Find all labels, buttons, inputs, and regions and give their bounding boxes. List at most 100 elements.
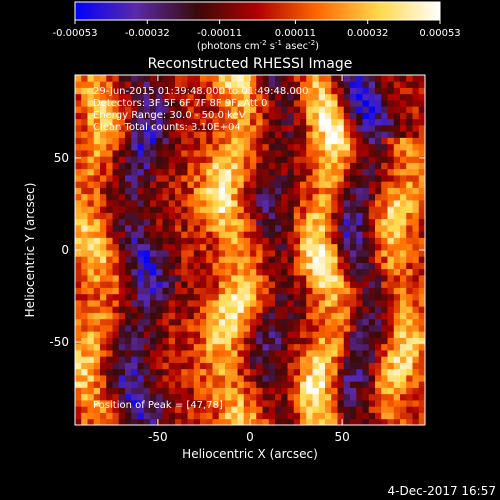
heatmap-cell bbox=[406, 156, 413, 163]
heatmap-cell bbox=[231, 250, 238, 257]
heatmap-cell bbox=[337, 300, 345, 307]
heatmap-cell bbox=[168, 106, 176, 113]
heatmap-cell bbox=[168, 206, 176, 213]
heatmap-cell bbox=[381, 162, 388, 170]
heatmap-cell bbox=[200, 75, 207, 82]
heatmap-cell bbox=[418, 356, 425, 363]
heatmap-cell bbox=[406, 131, 413, 138]
heatmap-cell bbox=[293, 75, 301, 82]
heatmap-cell bbox=[418, 137, 425, 145]
heatmap-cell bbox=[225, 281, 232, 288]
heatmap-cell bbox=[412, 281, 420, 288]
heatmap-cell bbox=[325, 156, 332, 163]
heatmap-cell bbox=[287, 275, 295, 282]
heatmap-cell bbox=[256, 412, 263, 420]
heatmap-cell bbox=[256, 231, 263, 238]
heatmap-cell bbox=[306, 193, 313, 201]
heatmap-cell bbox=[137, 106, 145, 113]
heatmap-cell bbox=[343, 331, 351, 338]
heatmap-cell bbox=[143, 350, 151, 357]
heatmap-cell bbox=[356, 212, 363, 220]
heatmap-cell bbox=[237, 256, 245, 263]
heatmap-cell bbox=[256, 87, 263, 95]
heatmap-cell bbox=[106, 225, 113, 232]
heatmap-cell bbox=[218, 275, 226, 282]
heatmap-cell bbox=[93, 156, 101, 163]
heatmap-cell bbox=[200, 318, 207, 326]
heatmap-cell bbox=[93, 75, 101, 82]
heatmap-cell bbox=[381, 343, 388, 351]
heatmap-cell bbox=[325, 100, 332, 107]
heatmap-cell bbox=[337, 243, 345, 251]
heatmap-cell bbox=[225, 206, 232, 213]
heatmap-cell bbox=[406, 187, 413, 195]
heatmap-cell bbox=[256, 212, 263, 220]
heatmap-cell bbox=[275, 418, 282, 425]
heatmap-cell bbox=[200, 325, 207, 332]
heatmap-cell bbox=[262, 375, 270, 382]
heatmap-cell bbox=[168, 218, 176, 226]
heatmap-cell bbox=[87, 181, 95, 188]
heatmap-cell bbox=[218, 243, 226, 251]
heatmap-cell bbox=[287, 125, 295, 132]
heatmap-cell bbox=[393, 306, 401, 313]
heatmap-cell bbox=[150, 318, 157, 326]
heatmap-cell bbox=[362, 175, 370, 182]
heatmap-cell bbox=[356, 325, 363, 332]
heatmap-cell bbox=[350, 343, 357, 351]
heatmap-cell bbox=[218, 75, 226, 82]
heatmap-cell bbox=[131, 125, 138, 132]
heatmap-cell bbox=[281, 81, 288, 88]
heatmap-cell bbox=[387, 112, 395, 120]
heatmap-cell bbox=[387, 75, 395, 82]
heatmap-cell bbox=[412, 343, 420, 351]
heatmap-cell bbox=[162, 237, 170, 245]
heatmap-cell bbox=[400, 356, 407, 363]
heatmap-cell bbox=[387, 262, 395, 270]
heatmap-cell bbox=[337, 275, 345, 282]
heatmap-cell bbox=[237, 387, 245, 395]
heatmap-cell bbox=[206, 75, 213, 82]
heatmap-cell bbox=[262, 187, 270, 195]
heatmap-cell bbox=[187, 93, 195, 101]
heatmap-cell bbox=[350, 306, 357, 313]
heatmap-cell bbox=[187, 150, 195, 157]
heatmap-cell bbox=[237, 212, 245, 220]
heatmap-cell bbox=[325, 312, 332, 320]
heatmap-cell bbox=[206, 268, 213, 276]
heatmap-cell bbox=[356, 218, 363, 226]
heatmap-cell bbox=[81, 156, 88, 163]
heatmap-cell bbox=[175, 318, 182, 326]
heatmap-cell bbox=[306, 81, 313, 88]
heatmap-cell bbox=[156, 300, 163, 307]
heatmap-cell bbox=[406, 250, 413, 257]
heatmap-cell bbox=[318, 237, 326, 245]
heatmap-cell bbox=[106, 125, 113, 132]
heatmap-cell bbox=[168, 181, 176, 188]
heatmap-cell bbox=[81, 150, 88, 157]
heatmap-cell bbox=[143, 375, 151, 382]
heatmap-cell bbox=[75, 181, 82, 188]
heatmap-cell bbox=[412, 287, 420, 295]
heatmap-cell bbox=[281, 312, 288, 320]
heatmap-cell bbox=[193, 100, 201, 107]
heatmap-cell bbox=[200, 150, 207, 157]
heatmap-cell bbox=[100, 318, 107, 326]
heatmap-cell bbox=[362, 368, 370, 376]
heatmap-cell bbox=[331, 368, 338, 376]
heatmap-cell bbox=[262, 300, 270, 307]
heatmap-cell bbox=[337, 106, 345, 113]
heatmap-cell bbox=[287, 325, 295, 332]
heatmap-cell bbox=[200, 350, 207, 357]
heatmap-cell bbox=[325, 118, 332, 126]
heatmap-cell bbox=[406, 400, 413, 407]
heatmap-cell bbox=[337, 306, 345, 313]
heatmap-cell bbox=[187, 418, 195, 425]
heatmap-cell bbox=[387, 268, 395, 276]
heatmap-cell bbox=[218, 362, 226, 370]
heatmap-cell bbox=[293, 325, 301, 332]
heatmap-cell bbox=[337, 206, 345, 213]
heatmap-cell bbox=[350, 300, 357, 307]
heatmap-cell bbox=[275, 375, 282, 382]
heatmap-cell bbox=[300, 393, 307, 401]
